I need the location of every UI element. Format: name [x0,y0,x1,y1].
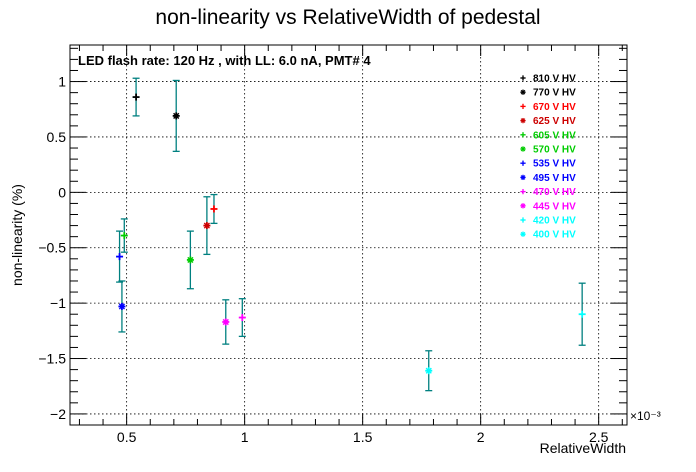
legend-entry: 605 V HV [520,130,576,141]
data-point [116,230,124,283]
y-tick-label: 0 [58,184,66,200]
legend-label: 810 V HV [533,74,576,85]
data-point [238,298,246,338]
annotation-text: LED flash rate: 120 Hz , with LL: 6.0 nA… [78,53,371,68]
data-point [132,77,140,117]
point-marker [118,302,126,310]
legend-entry: 420 V HV [520,216,576,227]
y-tick-label: 0.5 [47,129,67,145]
point-marker [186,256,194,264]
x-tick-label: 1.5 [353,429,373,445]
y-tick-label: −1.5 [38,351,66,367]
legend-entry: 670 V HV [520,102,576,113]
y-tick-label: 1 [58,74,66,90]
x-tick-label: 2.5 [589,429,609,445]
legend-entry: 400 V HV [520,230,576,241]
plot-frame [69,44,628,426]
legend-label: 535 V HV [533,159,576,170]
point-marker [210,205,218,213]
legend-marker [520,146,526,152]
legend-marker [520,89,526,95]
y-tick-label: −2 [50,406,66,422]
y-tick-label: −1 [50,295,66,311]
legend-marker [520,203,526,209]
legend-label: 570 V HV [533,145,576,156]
data-point [222,299,230,345]
legend: 810 V HV 770 V HV 670 V HV 625 V HV 605 V HV… [520,74,576,241]
legend-marker [520,132,526,138]
data-point [172,79,180,153]
data-point [120,218,128,253]
legend-label: 770 V HV [533,88,576,99]
legend-marker [520,103,526,110]
legend-marker [520,174,526,181]
legend-entry: 625 V HV [520,116,576,127]
data-point [425,350,433,392]
legend-entry: 495 V HV [520,173,576,184]
legend-label: 420 V HV [533,216,576,227]
point-marker [203,222,211,230]
data-point [203,196,211,256]
legend-marker [520,117,526,124]
y-axis-label: non-linearity (%) [9,184,25,286]
y-tick-label: −0.5 [38,240,66,256]
x-tick-label: 1 [241,429,249,445]
legend-marker [520,160,526,166]
legend-entry: 810 V HV [520,74,576,85]
point-marker [116,253,124,261]
x-tick-label: 0.5 [117,429,137,445]
point-marker [578,310,586,318]
legend-entry: 470 V HV [520,187,576,198]
legend-label: 445 V HV [533,201,576,212]
legend-entry: 770 V HV [520,88,576,99]
point-marker [120,232,128,240]
legend-label: 495 V HV [533,173,576,184]
data-point [118,280,126,333]
data-points [116,77,586,392]
grid [70,45,627,425]
legend-label: 605 V HV [533,130,576,141]
chart-title: non-linearity vs RelativeWidth of pedest… [155,6,540,29]
x-tick-label: 2 [477,429,485,445]
legend-entry: 570 V HV [520,145,576,156]
point-marker [222,318,230,326]
legend-label: 400 V HV [533,230,576,241]
legend-label: 625 V HV [533,116,576,127]
data-point [186,230,194,290]
axis-ticks: 0.5 1 1.5 2 2.5 −2 −1.5 −1 −0.5 0 0.5 1 [38,45,627,445]
legend-label: 670 V HV [533,102,576,113]
point-marker [172,112,180,120]
point-marker [238,314,246,322]
legend-marker [520,188,526,195]
legend-marker [520,217,526,223]
point-marker [132,93,140,101]
legend-entry: 445 V HV [520,201,576,212]
point-marker [425,367,433,375]
legend-marker [520,231,526,237]
data-point [578,282,586,346]
x-exponent-label: ×10⁻³ [630,409,661,423]
legend-marker [520,75,526,81]
x-axis-label: RelativeWidth [540,440,626,456]
legend-entry: 535 V HV [520,159,576,170]
data-point [210,193,218,225]
legend-label: 470 V HV [533,187,576,198]
